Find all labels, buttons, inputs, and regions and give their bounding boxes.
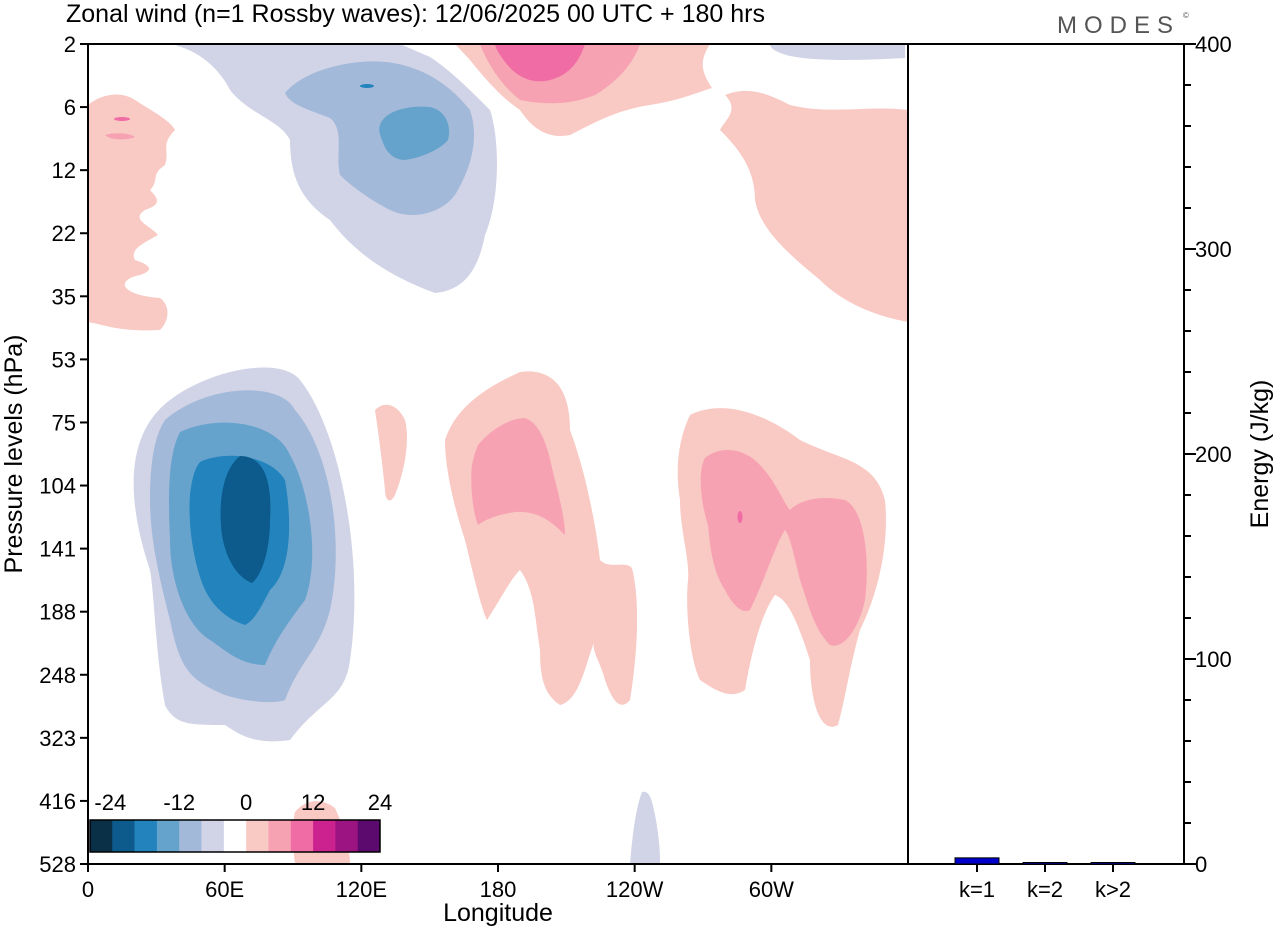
contour-pos-left-lvl3	[114, 117, 130, 121]
colorbar-tick-label: 0	[240, 790, 252, 815]
colorbar-swatch	[134, 820, 158, 852]
colorbar-tick-label: 12	[301, 790, 325, 815]
y-tick-label: 528	[39, 852, 76, 877]
y-tick-label: 6	[64, 95, 76, 120]
contour-pos-left	[88, 94, 175, 331]
colorbar: -24 -12 0 12 24	[89, 790, 392, 853]
y-axis-label: Pressure levels (hPa)	[0, 335, 28, 574]
colorbar-swatch	[223, 820, 247, 852]
chart-title: Zonal wind (n=1 Rossby waves): 12/06/202…	[66, 0, 765, 28]
y-tick-label: 104	[39, 474, 76, 499]
colorbar-swatch	[335, 820, 358, 852]
contour-pos-upper-right	[720, 90, 908, 322]
colorbar-tick-label: -12	[163, 790, 195, 815]
brand-logo: MODES	[1057, 12, 1180, 39]
contour-neg-lvl5	[220, 456, 271, 583]
y-tick-label: 416	[39, 789, 76, 814]
colorbar-tick-label: -24	[94, 790, 126, 815]
colorbar-swatch	[90, 820, 113, 852]
colorbar-swatch	[246, 820, 269, 852]
contour-pos-right-lvl2	[700, 449, 867, 646]
y-tick-label: 141	[39, 537, 76, 562]
energy-bar	[1090, 862, 1136, 865]
contour-plot	[87, 43, 909, 865]
contour-neg-bottom	[630, 791, 660, 864]
colorbar-swatch	[357, 820, 381, 852]
energy-category-label: k=1	[959, 877, 995, 902]
contour-neg-upper-lvl4	[360, 84, 374, 88]
energy-category-label: k=2	[1027, 877, 1063, 902]
y-tick-label: 22	[52, 221, 76, 246]
x-tick-label: 60E	[205, 877, 244, 902]
energy-tick-label: 0	[1195, 852, 1207, 877]
colorbar-swatch	[268, 820, 292, 852]
contour-pos-mid-lvl2	[471, 418, 565, 535]
energy-y-axis: 0 100 200 300 400	[1184, 32, 1232, 877]
x-tick-label: 120W	[606, 877, 664, 902]
energy-bar	[1022, 862, 1068, 865]
contour-neg-upper-lvl2	[285, 61, 475, 216]
x-tick-label: 180	[480, 877, 517, 902]
x-axis-label: Longitude	[443, 899, 553, 927]
energy-tick-label: 200	[1195, 442, 1232, 467]
colorbar-swatch	[201, 820, 225, 852]
colorbar-frame	[89, 819, 381, 853]
y-tick-label: 35	[52, 284, 76, 309]
energy-panel: 0 100 200 300 400 k=1 k=2 k>2 Energy (J/kg)	[908, 32, 1274, 902]
x-tick-label: 120E	[336, 877, 387, 902]
contour-pos-small	[375, 404, 407, 501]
y-tick-label: 53	[52, 347, 76, 372]
contour-pos-right-lvl3	[737, 511, 743, 523]
colorbar-swatch	[290, 820, 314, 852]
energy-tick-label: 400	[1195, 32, 1232, 57]
y-tick-label: 323	[39, 726, 76, 751]
energy-bars: k=1 k=2 k>2	[954, 857, 1136, 902]
colorbar-swatch	[112, 820, 135, 852]
energy-category-label: k>2	[1095, 877, 1131, 902]
colorbar-swatch	[179, 820, 202, 852]
energy-bar	[954, 857, 1000, 865]
x-axis: 0 60E 120E 180 120W 60W	[82, 864, 794, 902]
y-tick-label: 75	[52, 410, 76, 435]
y-tick-label: 12	[52, 158, 76, 183]
energy-axis-label: Energy (J/kg)	[1246, 380, 1274, 529]
contour-neg-upper-lvl3	[379, 106, 450, 160]
contour-pos-left-lvl2	[105, 133, 135, 140]
contour-pos-mid-lvl1	[445, 371, 638, 705]
y-tick-label: 188	[39, 600, 76, 625]
energy-tick-label: 100	[1195, 647, 1232, 672]
x-tick-label: 0	[82, 877, 94, 902]
colorbar-tick-label: 24	[368, 790, 392, 815]
energy-tick-label: 300	[1195, 237, 1232, 262]
y-axis: 2 6 12 22 35 53 75 104 141 188 248 323 416 528	[39, 32, 88, 877]
y-tick-label: 248	[39, 663, 76, 688]
y-tick-label: 2	[64, 32, 76, 57]
contour-neg-upper-lvl1b	[770, 44, 905, 60]
brand-mark: ©	[1183, 11, 1189, 20]
x-tick-label: 60W	[749, 877, 794, 902]
contour-pos-top-lvl3	[495, 44, 585, 82]
colorbar-swatch	[156, 820, 180, 852]
colorbar-swatch	[313, 820, 336, 852]
